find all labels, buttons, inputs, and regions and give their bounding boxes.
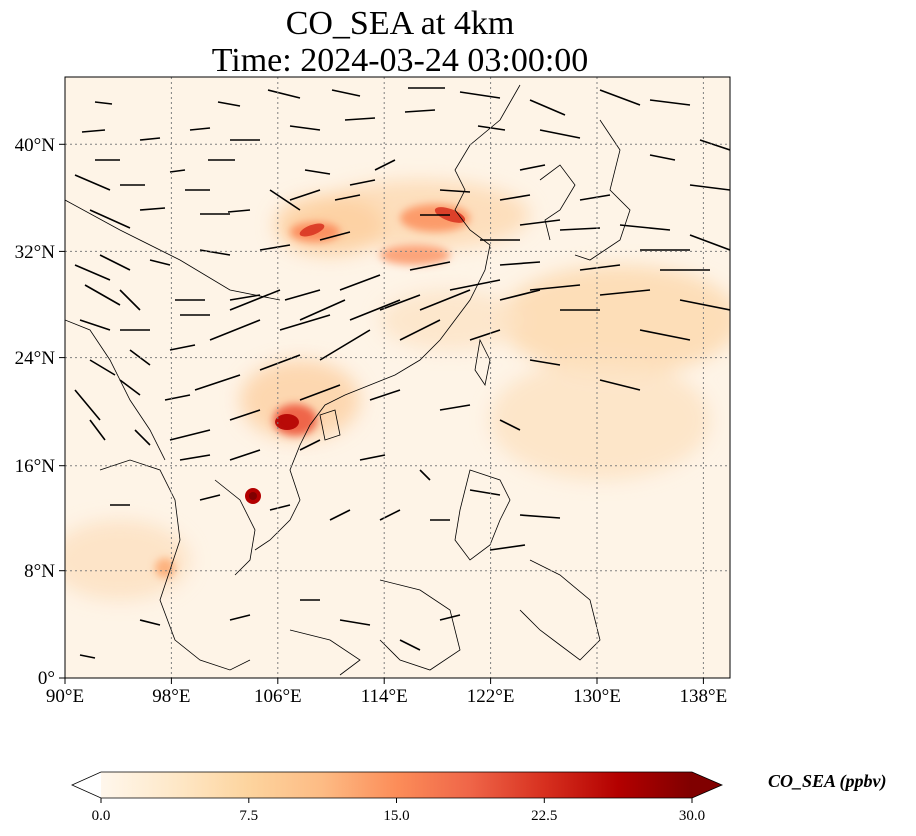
lon-tick-label: 106°E — [254, 686, 302, 707]
colorbar-tick-label: 0.0 — [92, 808, 111, 824]
lon-tick-label: 130°E — [573, 686, 621, 707]
lat-tick-label: 40°N — [15, 135, 56, 156]
lon-tick-label: 114°E — [361, 686, 408, 707]
lat-tick-label: 16°N — [15, 456, 56, 477]
map-gridlines — [65, 77, 730, 678]
colorbar-extend-min — [72, 772, 101, 798]
lon-tick-label: 90°E — [46, 686, 84, 707]
colorbar-tick-label: 7.5 — [239, 808, 258, 824]
lat-tick-label: 32°N — [15, 242, 56, 263]
lon-tick-label: 122°E — [467, 686, 515, 707]
axis-ticks — [59, 143, 704, 684]
colorbar-tick-label: 22.5 — [531, 808, 557, 824]
colorbar: 0.0 7.5 15.0 22.5 30.0 — [71, 771, 724, 824]
colorbar-tick-label: 30.0 — [679, 808, 705, 824]
colorbar-title: CO_SEA (ppbv) — [768, 771, 887, 791]
map-frame — [64, 76, 731, 679]
lat-tick-label: 24°N — [15, 348, 56, 369]
lon-tick-label: 138°E — [680, 686, 728, 707]
map-title: CO_SEA at 4km — [285, 5, 515, 42]
wind-vectors — [74, 87, 730, 659]
colorbar-extend-max — [692, 772, 722, 798]
colorbar-tick-label: 15.0 — [383, 808, 409, 824]
lat-tick-label: 8°N — [24, 561, 55, 582]
lon-tick-label: 98°E — [152, 686, 190, 707]
lat-tick-label: 0° — [38, 668, 55, 689]
map-time-label: Time: 2024-03-24 03:00:00 — [211, 42, 589, 79]
